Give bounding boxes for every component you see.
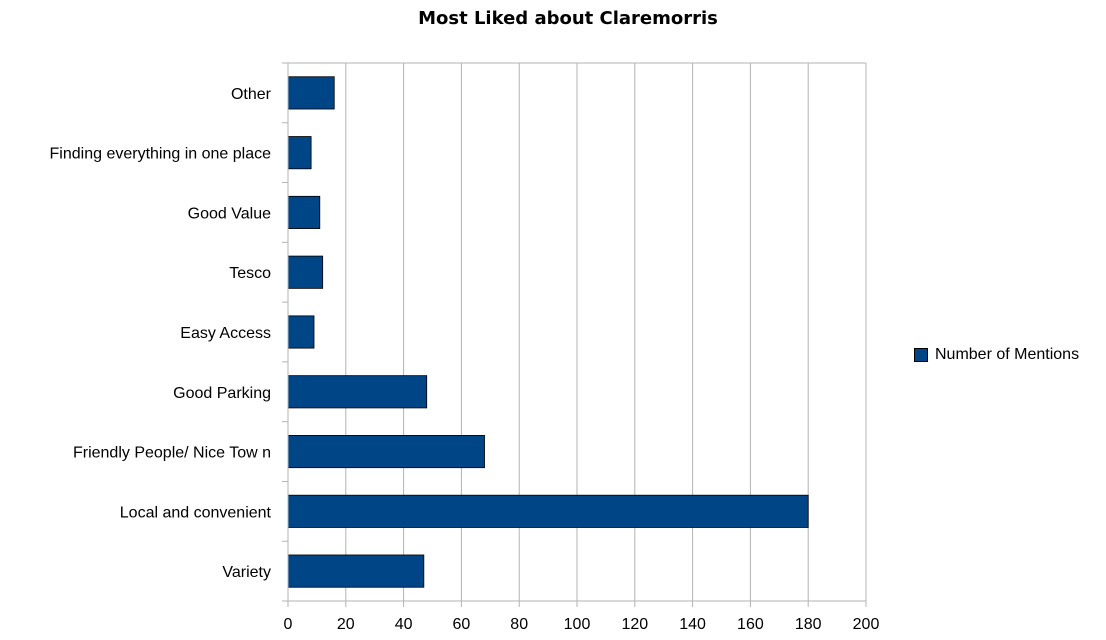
category-label: Variety xyxy=(222,564,271,581)
category-label: Finding everything in one place xyxy=(50,146,272,163)
x-tick-label: 20 xyxy=(337,616,355,633)
x-tick-label: 60 xyxy=(453,616,471,633)
bar xyxy=(287,315,315,349)
x-tick-label: 180 xyxy=(795,616,822,633)
chart-title: Most Liked about Claremorris xyxy=(418,8,718,29)
x-tick-label: 160 xyxy=(737,616,764,633)
bar xyxy=(287,76,335,110)
x-tick-labels: 0 20 40 60 80 100 120 140 160 180 200 xyxy=(284,616,880,633)
bar xyxy=(287,435,485,469)
legend-label: Number of Mentions xyxy=(935,346,1080,363)
bar xyxy=(287,136,312,170)
category-labels: Variety Local and convenient Friendly Peop… xyxy=(50,86,272,581)
x-tick-label: 0 xyxy=(284,616,293,633)
bar xyxy=(287,554,425,588)
category-label: Good Value xyxy=(188,205,271,222)
x-tick-label: 120 xyxy=(621,616,648,633)
axes xyxy=(282,62,867,607)
x-tick-label: 100 xyxy=(564,616,591,633)
x-tick-label: 40 xyxy=(395,616,413,633)
category-label: Other xyxy=(231,86,272,103)
x-tick-label: 80 xyxy=(510,616,528,633)
bar xyxy=(287,375,428,409)
x-tick-label: 200 xyxy=(853,616,880,633)
bar xyxy=(287,494,809,528)
category-label: Local and convenient xyxy=(120,504,272,521)
bars xyxy=(287,76,809,588)
legend-swatch xyxy=(914,348,928,362)
category-label: Good Parking xyxy=(173,385,271,402)
category-label: Easy Access xyxy=(180,325,271,342)
x-tick-label: 140 xyxy=(679,616,706,633)
bar xyxy=(287,255,324,289)
bar xyxy=(287,195,321,229)
category-label: Friendly People/ Nice Tow n xyxy=(73,445,271,462)
legend: Number of Mentions xyxy=(914,346,1079,364)
category-label: Tesco xyxy=(229,265,271,282)
